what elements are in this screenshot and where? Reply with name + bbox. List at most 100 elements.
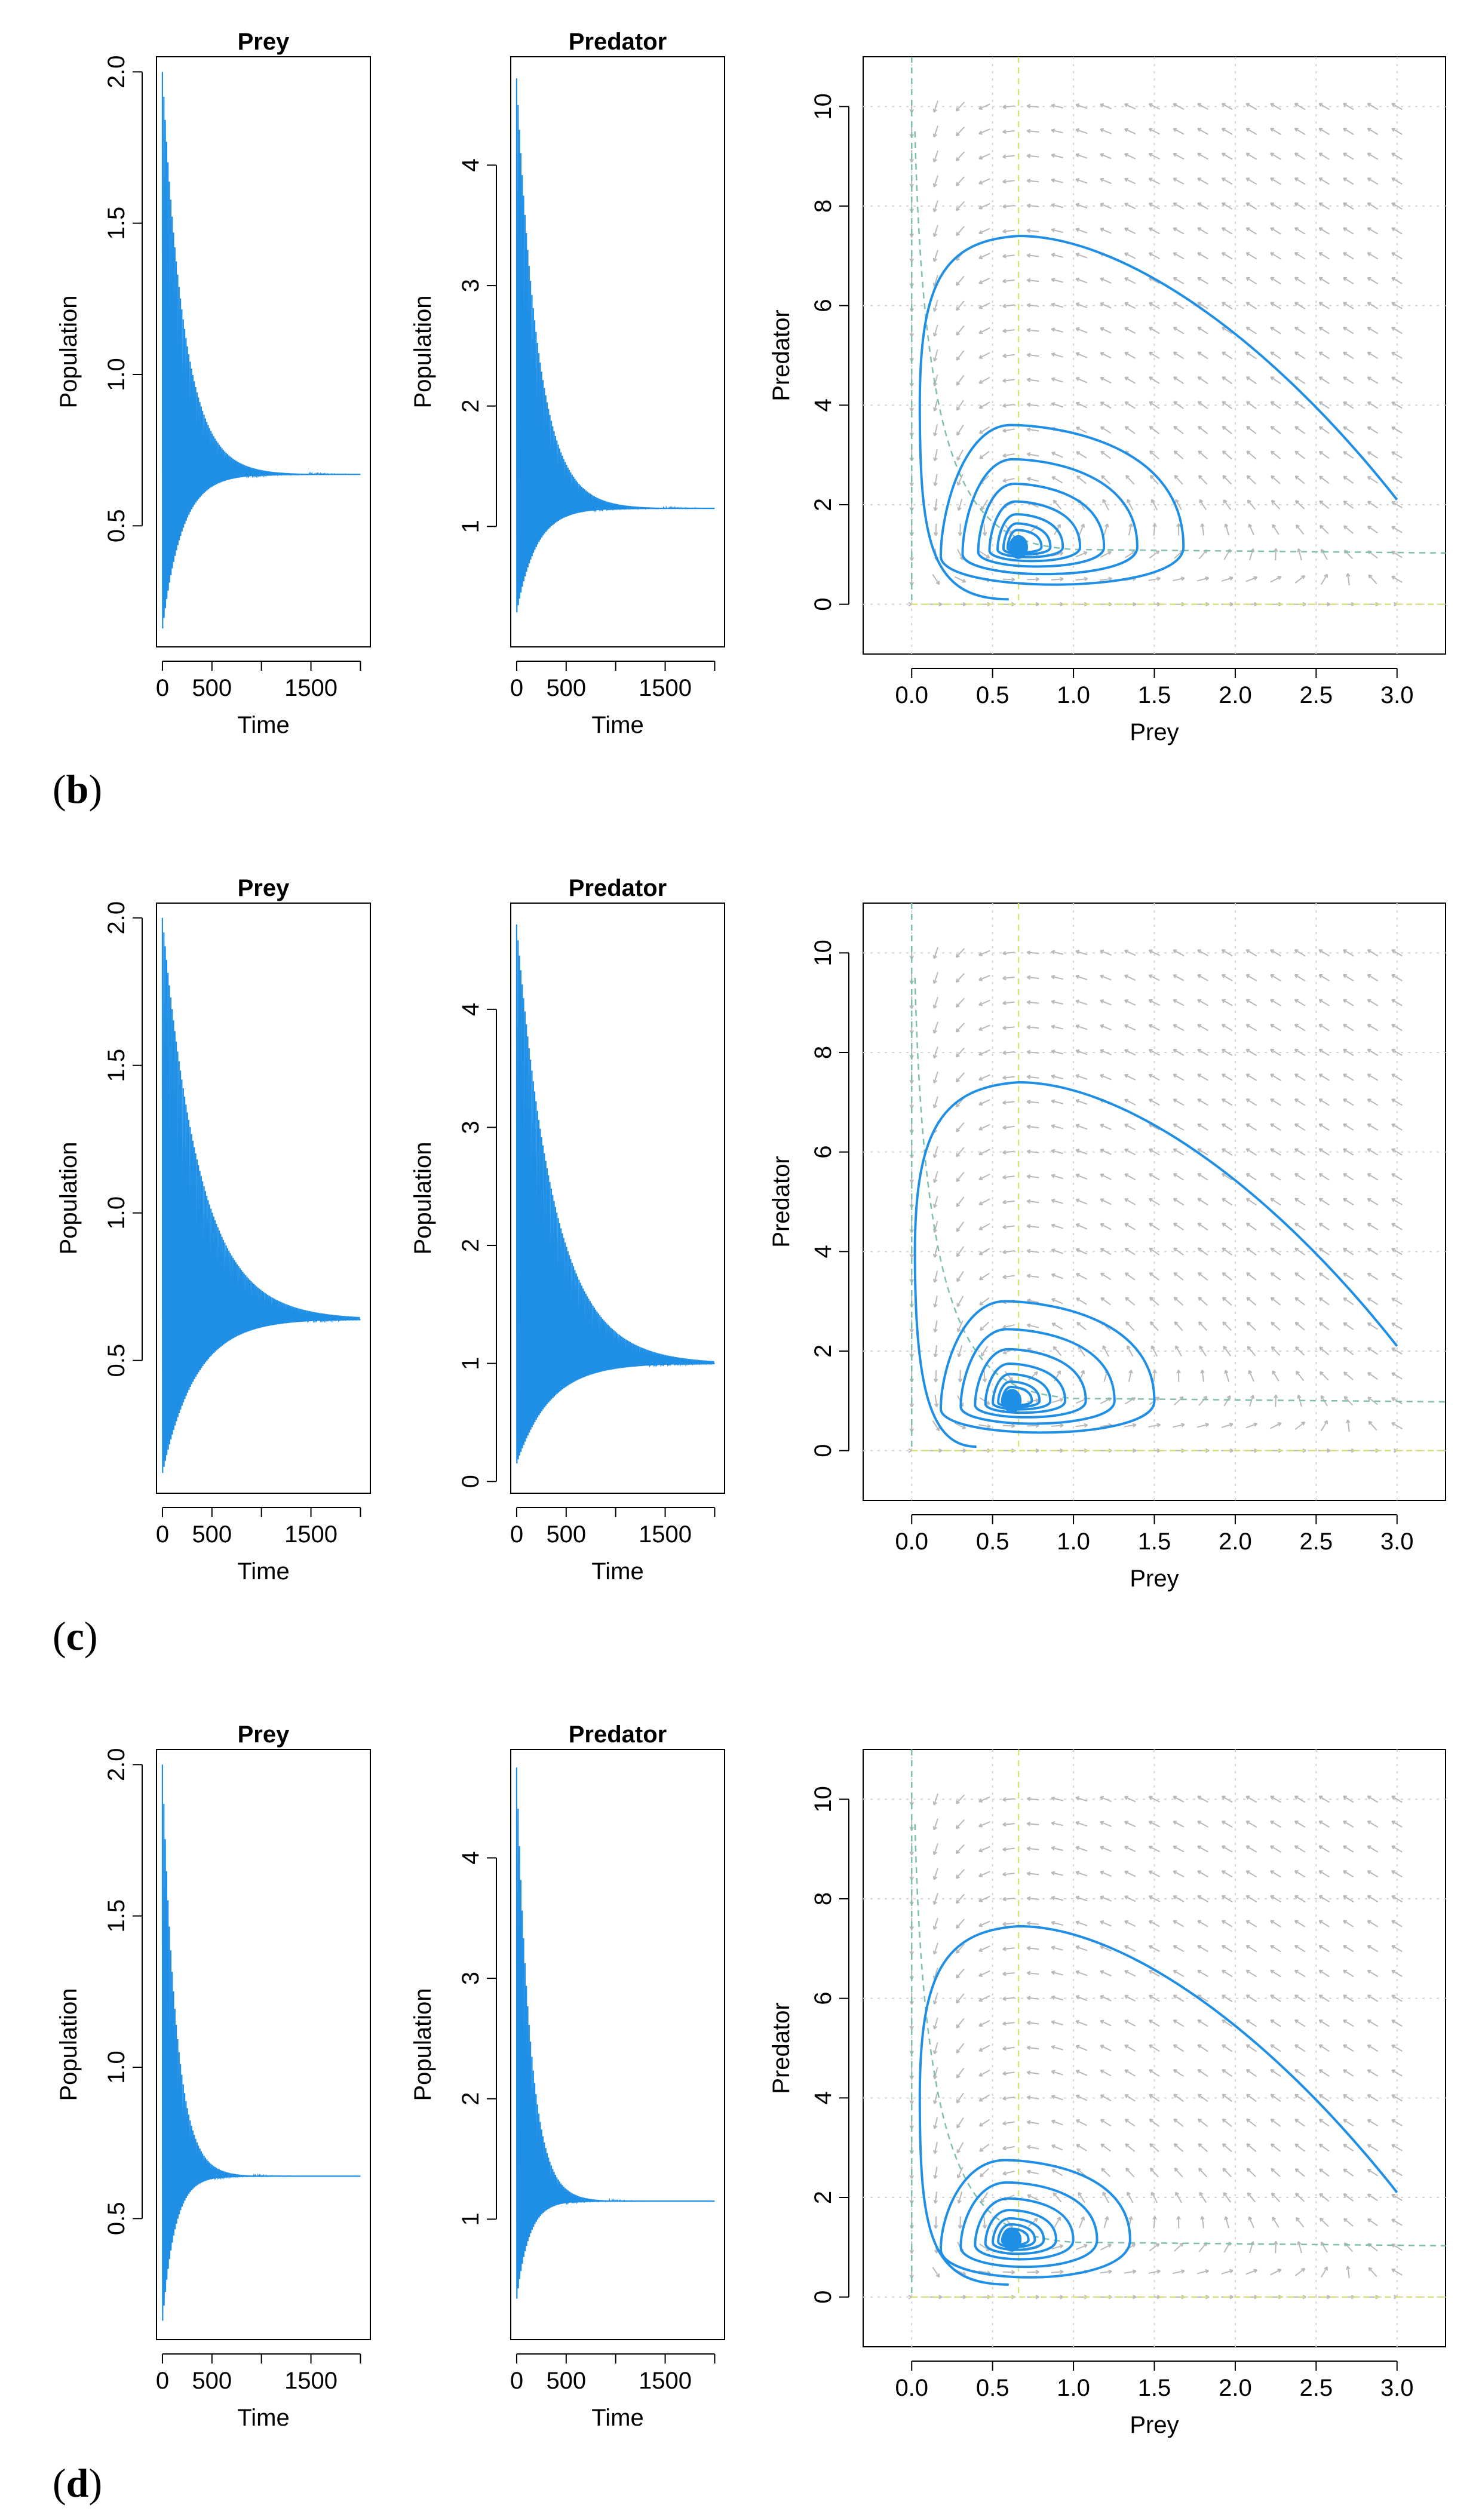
vector-arrow <box>979 2243 990 2251</box>
vector-arrowhead <box>1367 501 1371 505</box>
vector-arrow <box>1222 2094 1233 2102</box>
vector-arrowhead <box>1294 1172 1299 1177</box>
vector-arrowhead <box>956 2124 961 2129</box>
vector-arrow <box>1124 1995 1136 2002</box>
row-b-predator-title: Predator <box>569 875 667 901</box>
vector-arrow <box>1246 401 1257 409</box>
vector-arrowhead <box>1197 152 1202 157</box>
vector-arrowhead <box>1367 999 1371 1003</box>
vector-arrowhead <box>1391 177 1396 182</box>
vector-arrow <box>1002 1324 1015 1328</box>
vector-arrowhead <box>1124 949 1128 954</box>
vector-arrowhead <box>1149 1297 1154 1302</box>
vector-arrowhead <box>978 977 983 981</box>
vector-arrow <box>1027 1823 1039 1825</box>
vector-arrowhead <box>1253 2269 1258 2273</box>
vector-arrowhead <box>1367 327 1371 331</box>
row-b-phase-y-tick-label: 6 <box>810 1146 836 1159</box>
vector-arrowhead <box>1124 2119 1129 2123</box>
vector-arrowhead <box>1149 1198 1153 1202</box>
vector-arrowhead <box>932 1029 937 1034</box>
vector-arrowhead <box>1346 2266 1351 2270</box>
vector-arrowhead <box>1100 1024 1104 1029</box>
vector-arrow <box>1002 155 1015 158</box>
vector-arrow <box>1197 351 1208 360</box>
vector-arrow <box>1075 1075 1088 1080</box>
vector-arrowhead <box>1053 499 1057 504</box>
vector-arrowhead <box>1272 1370 1277 1375</box>
vector-arrow <box>978 1149 990 1155</box>
vector-arrowhead <box>1367 1820 1371 1825</box>
vector-arrow <box>1343 252 1354 260</box>
vector-arrow <box>933 1917 938 1930</box>
vector-arrow <box>1100 2045 1112 2052</box>
vector-arrow <box>1173 351 1185 360</box>
vector-arrow <box>1318 1945 1330 1953</box>
vector-arrowhead <box>1324 573 1328 578</box>
vector-arrowhead <box>1229 1448 1234 1453</box>
vector-arrow <box>1124 327 1136 334</box>
vector-arrowhead <box>1051 1298 1055 1303</box>
vector-arrowhead <box>1270 1247 1275 1252</box>
vector-arrowhead <box>1149 425 1153 430</box>
vector-arrow <box>1343 277 1354 285</box>
vector-arrowhead <box>1391 426 1396 431</box>
vector-arrow <box>1391 476 1403 484</box>
vector-arrowhead <box>1078 2191 1082 2196</box>
vector-arrow <box>1124 178 1136 185</box>
vector-arrow <box>1343 525 1354 534</box>
vector-arrow <box>1173 1198 1185 1206</box>
vector-arrow <box>1294 1845 1306 1853</box>
vector-arrow <box>979 1297 990 1306</box>
vector-arrow <box>1343 302 1354 309</box>
vector-arrow <box>1027 1250 1039 1253</box>
row-b-prey-x-label: Time <box>237 1558 289 1585</box>
vector-arrowhead <box>1002 1100 1007 1105</box>
vector-arrowhead <box>1343 1820 1347 1825</box>
row-c-phase-y-tick-label: 10 <box>810 1786 836 1813</box>
vector-arrowhead <box>1002 329 1007 333</box>
vector-arrowhead <box>1002 105 1007 109</box>
vector-arrowhead <box>1391 1969 1396 1974</box>
vector-arrowhead <box>956 1202 961 1207</box>
vector-arrowhead <box>1245 1920 1250 1924</box>
vector-arrow <box>1051 1273 1063 1279</box>
vector-arrowhead <box>1197 302 1202 306</box>
vector-arrow <box>1100 2119 1112 2127</box>
vector-arrow <box>1222 1148 1233 1156</box>
vector-arrow <box>956 1246 965 1257</box>
vector-arrowhead <box>1391 376 1396 381</box>
row-b-prey-y-label: Population <box>56 1141 82 1254</box>
vector-arrowhead <box>1391 2044 1396 2049</box>
vector-arrow <box>1100 228 1112 234</box>
vector-arrow <box>1318 227 1330 235</box>
vector-arrowhead <box>1075 1995 1080 2000</box>
vector-arrow <box>934 449 938 461</box>
vector-arrowhead <box>1294 1845 1299 1850</box>
vector-arrowhead <box>1327 601 1331 607</box>
vector-arrow <box>1051 229 1063 234</box>
vector-arrowhead <box>1318 1048 1323 1053</box>
vector-arrowhead <box>1124 277 1128 281</box>
vector-arrowhead <box>1156 2269 1161 2274</box>
vector-arrowhead <box>1148 999 1153 1003</box>
vector-arrow <box>1100 1995 1112 2002</box>
vector-arrowhead <box>1150 499 1155 504</box>
vector-arrowhead <box>1051 1871 1055 1876</box>
vector-arrow <box>1319 2168 1330 2177</box>
row-c-predator-x-tick-label: 1500 <box>639 2368 692 2394</box>
vector-arrowhead <box>932 2050 938 2055</box>
vector-arrowhead <box>1224 2216 1229 2221</box>
vector-arrow <box>1343 974 1354 981</box>
vector-arrow <box>934 399 938 412</box>
row-a-prey-y-label: Population <box>56 295 82 408</box>
vector-arrowhead <box>1002 353 1007 358</box>
vector-arrow <box>1100 1896 1112 1902</box>
vector-arrow <box>1100 999 1112 1006</box>
vector-arrowhead <box>1197 2019 1202 2024</box>
vector-arrow <box>1075 1199 1088 1205</box>
vector-arrowhead <box>1197 1123 1202 1128</box>
vector-arrow <box>1051 2245 1063 2250</box>
vector-arrow <box>1343 1895 1354 1902</box>
vector-arrow <box>1002 2071 1015 2074</box>
